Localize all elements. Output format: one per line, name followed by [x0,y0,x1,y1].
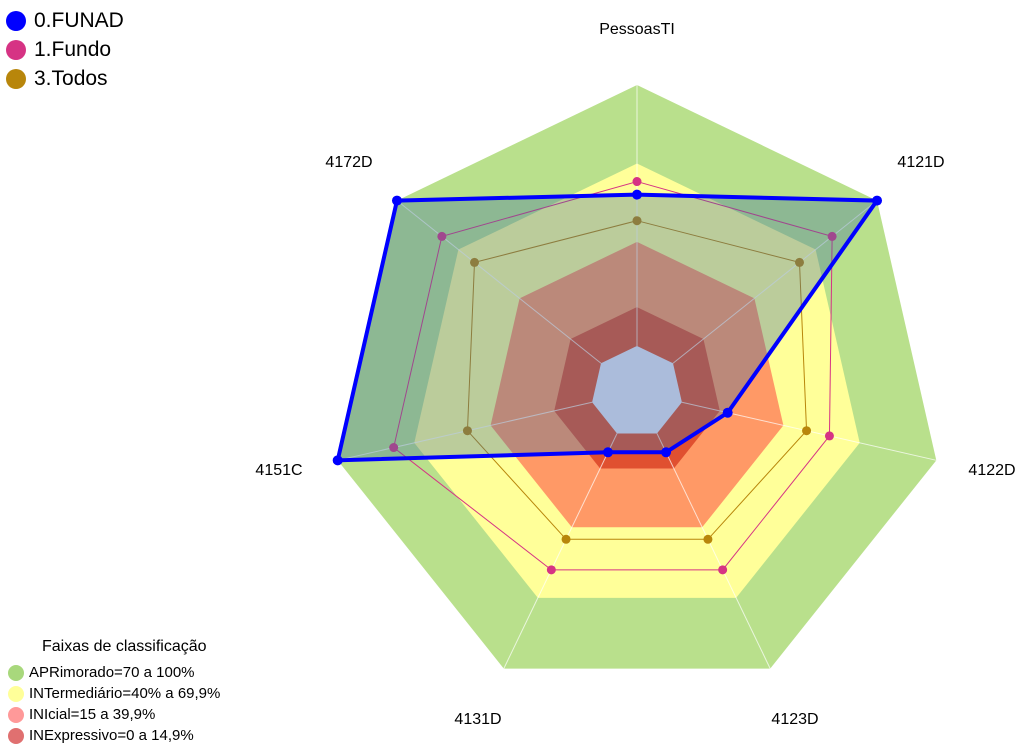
radar-center [592,345,682,434]
band-label-inexpressivo: INExpressivo=0 a 14,9% [29,727,194,744]
series-legend: 0.FUNAD 1.Fundo 3.Todos [6,6,124,93]
band-marker-intermediario [8,685,24,702]
series-line-1-fundo [393,181,833,571]
point-0-funad-4151c [332,455,343,466]
spoke-4131d [503,433,618,669]
legend-item-fundo[interactable]: 1.Fundo [6,35,124,64]
legend-label-fundo: 1.Fundo [34,38,112,61]
band-marker-inicial [8,706,24,723]
series-line-0-funad [335,192,881,463]
point-0-funad-4122d [722,407,733,418]
point-0-funad-pessoasti [632,189,642,200]
point-3-todos-4131d [561,534,571,544]
legend-item-funad[interactable]: 0.FUNAD [6,6,124,35]
axis-label-4121d: 4121D [897,154,944,171]
band-label-inicial: INIcial=15 a 39,9% [29,706,156,723]
legend-item-todos[interactable]: 3.Todos [6,64,124,93]
point-0-funad-4123d [661,447,672,458]
band-marker-aprimorado [8,664,24,681]
point-0-funad-4172d [391,195,402,206]
band-label-intermediario: INTermediário=40% a 69,9% [29,685,221,702]
point-1-fundo-4123d [718,565,728,575]
axis-label-4131d: 4131D [454,711,501,728]
band-legend-item-intermediario: INTermediário=40% a 69,9% [8,683,220,704]
legend-marker-fundo [6,39,26,60]
axis-label-4151c: 4151C [255,462,302,479]
axis-label-pessoasti: PessoasTI [599,21,675,38]
axis-label-4172d: 4172D [325,154,372,171]
point-1-fundo-4172d [437,231,447,241]
axis-label-4123d: 4123D [771,711,818,728]
band-legend: Faixas de classificação APRimorado=70 a … [8,638,220,746]
point-3-todos-4123d [703,534,713,544]
point-1-fundo-4131d [546,565,556,575]
point-1-fundo-4122d [824,431,834,441]
band-label-aprimorado: APRimorado=70 a 100% [29,664,195,681]
series-line-3-todos [466,220,808,540]
band-marker-inexpressivo [8,727,24,744]
point-0-funad-4121d [872,195,883,206]
legend-label-funad: 0.FUNAD [34,9,124,32]
point-1-fundo-4121d [827,231,837,241]
point-3-todos-4121d [794,257,804,267]
point-3-todos-pessoasti [632,216,642,226]
band-legend-item-aprimorado: APRimorado=70 a 100% [8,662,220,683]
point-1-fundo-pessoasti [632,177,642,187]
legend-marker-funad [6,10,26,31]
band-legend-item-inicial: INIcial=15 a 39,9% [8,704,220,725]
band-legend-title: Faixas de classificação [42,638,207,655]
spoke-4121d [672,200,878,364]
axis-label-4122d: 4122D [968,462,1015,479]
band-legend-item-inexpressivo: INExpressivo=0 a 14,9% [8,725,220,746]
point-0-funad-4131d [602,447,613,458]
legend-label-todos: 3.Todos [34,67,108,90]
point-3-todos-4172d [470,257,480,267]
legend-marker-todos [6,68,26,89]
spoke-4172d [396,200,602,364]
point-3-todos-4122d [802,426,812,436]
spoke-4123d [656,433,771,669]
point-1-fundo-4151c [389,443,399,453]
point-3-todos-4151c [462,426,472,436]
